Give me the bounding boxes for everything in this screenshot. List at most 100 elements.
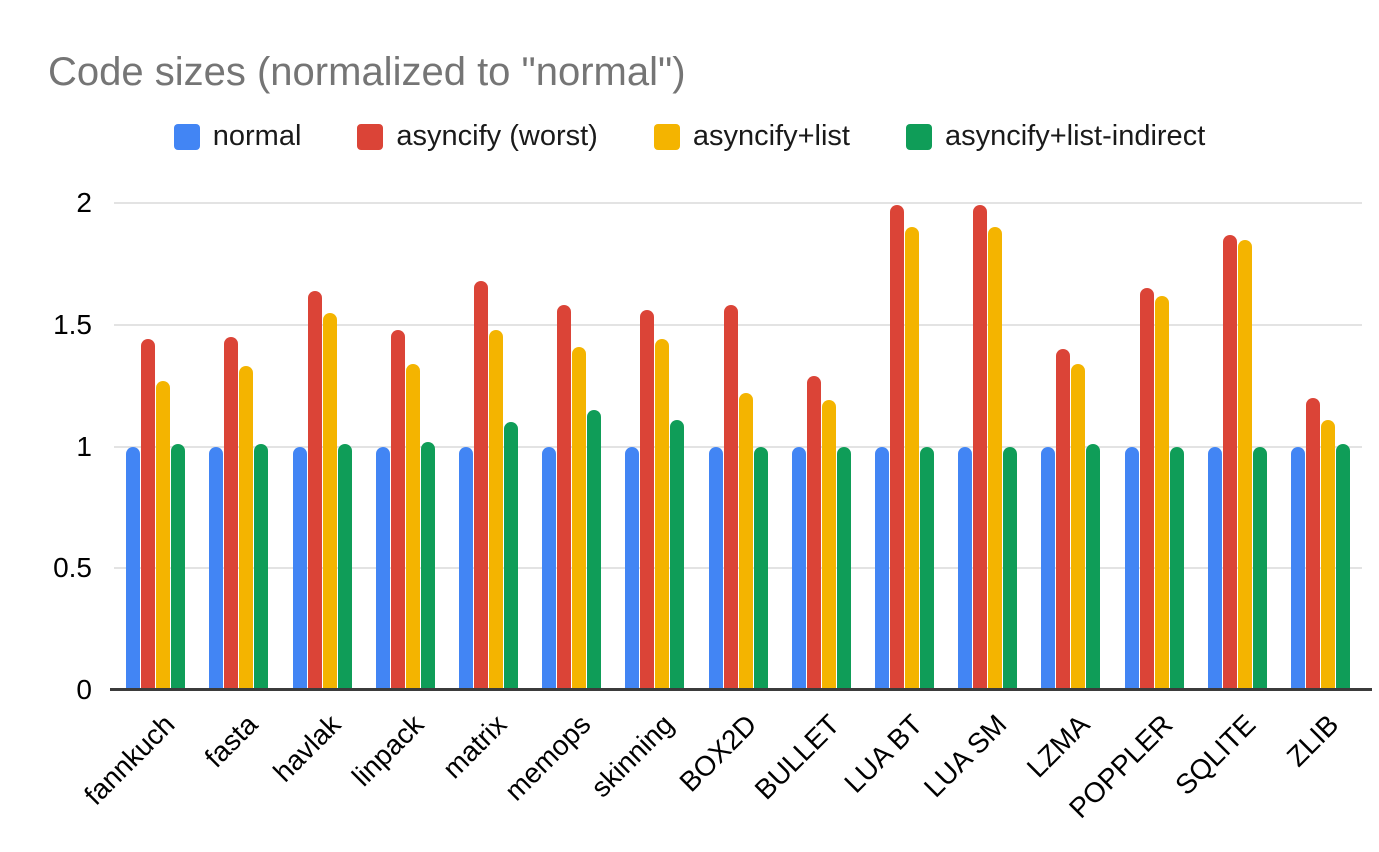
x-label: fannkuch <box>77 708 181 811</box>
legend-item: asyncify+list-indirect <box>905 120 1205 153</box>
bar <box>874 446 889 690</box>
bar-group <box>197 203 280 690</box>
x-axis-labels: fannkuch fasta havlak linpack matrix memops sk… <box>78 700 1362 840</box>
x-label: LZMA <box>1020 708 1096 784</box>
bar <box>655 339 670 690</box>
bar <box>141 339 156 690</box>
bar-group <box>863 203 946 690</box>
bar <box>1222 234 1237 690</box>
bar <box>919 446 934 690</box>
legend: normal asyncify (worst) asyncify+list async… <box>0 120 1379 153</box>
x-label: SQLITE <box>1169 708 1262 801</box>
bar <box>988 227 1003 690</box>
bar <box>708 446 723 690</box>
gridline <box>114 445 1362 448</box>
legend-swatch <box>173 123 200 150</box>
bar <box>753 446 768 690</box>
bar-group <box>1279 203 1362 690</box>
bar <box>625 446 640 690</box>
bar <box>1237 239 1252 690</box>
bar-group <box>946 203 1029 690</box>
bar <box>1056 349 1071 690</box>
bar <box>209 446 224 690</box>
bar <box>973 205 988 690</box>
bar-group <box>1112 203 1195 690</box>
bar <box>1139 288 1154 690</box>
bar <box>307 290 322 690</box>
bar <box>1154 295 1169 690</box>
bar <box>723 305 738 690</box>
bar <box>1320 419 1335 690</box>
bar <box>1124 446 1139 690</box>
bar <box>420 441 435 690</box>
x-label: LUA SM <box>917 708 1013 804</box>
y-tick-label: 1 <box>76 430 92 462</box>
bar <box>503 422 518 690</box>
bar <box>390 329 405 690</box>
bar <box>322 312 337 690</box>
bar <box>1335 444 1350 690</box>
bar <box>670 419 685 690</box>
bar <box>806 375 821 690</box>
bar <box>1252 446 1267 690</box>
legend-label: asyncify+list <box>692 120 850 152</box>
legend-swatch <box>357 123 384 150</box>
bar-group <box>696 203 779 690</box>
bar <box>836 446 851 690</box>
bar <box>791 446 806 690</box>
bar <box>254 444 269 690</box>
x-label: matrix <box>437 708 513 785</box>
bar <box>1207 446 1222 690</box>
bar-groups <box>114 203 1362 690</box>
bar <box>1041 446 1056 690</box>
bar-group <box>530 203 613 690</box>
gridline <box>114 567 1362 570</box>
legend-item: asyncify+list <box>653 120 850 153</box>
bar <box>488 329 503 690</box>
bar <box>337 444 352 690</box>
y-tick-label: 2 <box>76 187 92 218</box>
gridline <box>114 323 1362 326</box>
x-label: skinning <box>584 708 680 804</box>
bar <box>542 446 557 690</box>
bar <box>889 205 904 690</box>
x-label: havlak <box>267 708 347 788</box>
plot-area <box>110 202 1372 691</box>
bar <box>405 363 420 690</box>
bar <box>1003 446 1018 690</box>
bar <box>587 409 602 690</box>
bar <box>572 346 587 690</box>
x-label: fasta <box>198 708 264 774</box>
x-label: memops <box>498 708 597 807</box>
bar <box>557 305 572 690</box>
y-axis-labels: 0 0.5 1 1.5 2 <box>0 189 92 704</box>
bar <box>126 446 141 690</box>
bar <box>1071 363 1086 690</box>
legend-label: normal <box>212 120 302 152</box>
bar <box>375 446 390 690</box>
bar <box>473 280 488 690</box>
bar-group <box>780 203 863 690</box>
bar <box>458 446 473 690</box>
bar <box>292 446 307 690</box>
gridline <box>114 202 1362 204</box>
bar <box>1169 446 1184 690</box>
bar <box>156 380 171 690</box>
bar <box>1305 397 1320 690</box>
legend-item: normal <box>173 120 302 153</box>
legend-item: asyncify (worst) <box>357 120 598 153</box>
x-label: LUA BT <box>838 708 929 799</box>
legend-swatch <box>905 123 932 150</box>
x-axis-line <box>110 688 1372 691</box>
bar-group <box>280 203 363 690</box>
x-label: BULLET <box>748 708 846 806</box>
bar <box>171 444 186 690</box>
bar <box>640 310 655 690</box>
bar-group <box>364 203 447 690</box>
bar-group <box>613 203 696 690</box>
bar <box>904 227 919 690</box>
chart-title: Code sizes (normalized to "normal") <box>48 50 686 94</box>
bar <box>738 392 753 690</box>
bar <box>239 366 254 690</box>
